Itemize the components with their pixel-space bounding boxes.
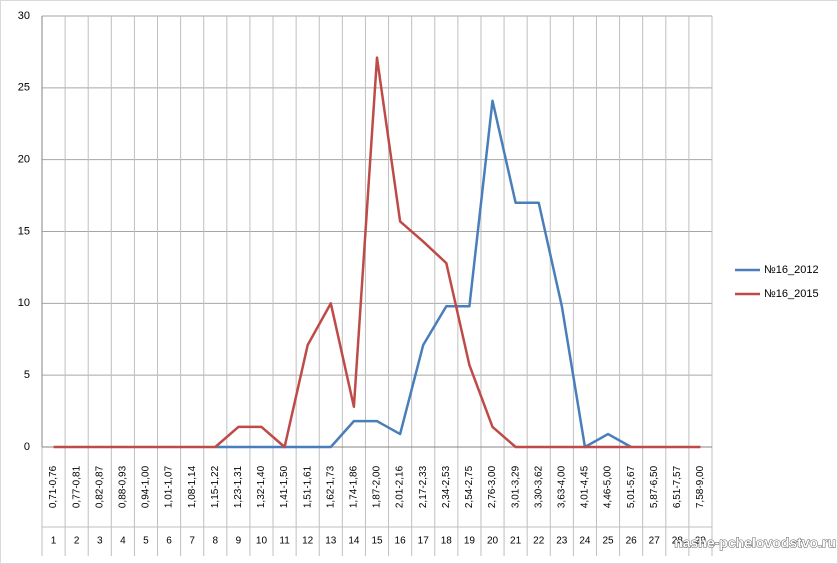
category-number: 9: [236, 536, 242, 547]
x-tick-label: 1,74-1,86: [349, 465, 360, 508]
y-tick-label: 30: [18, 10, 30, 22]
category-number: 2: [74, 536, 80, 547]
category-number: 27: [649, 536, 661, 547]
category-number: 18: [441, 536, 453, 547]
category-number: 20: [487, 536, 499, 547]
y-tick-label: 10: [18, 297, 30, 309]
x-tick-label: 2,76-3,00: [487, 465, 498, 508]
x-tick-label: 2,01-2,16: [395, 465, 406, 508]
y-tick-label: 20: [18, 154, 30, 166]
x-tick-label: 2,17-2,33: [418, 465, 429, 508]
x-tick-label: 3,30-3,62: [533, 465, 544, 508]
category-number: 21: [510, 536, 522, 547]
category-number: 1: [51, 536, 57, 547]
category-number: 6: [166, 536, 172, 547]
category-number: 14: [348, 536, 360, 547]
category-number: 8: [212, 536, 218, 547]
legend-label: №16_2012: [764, 264, 819, 276]
category-number: 4: [120, 536, 126, 547]
category-number: 22: [533, 536, 545, 547]
category-number: 10: [256, 536, 268, 547]
category-number: 26: [626, 536, 638, 547]
x-tick-label: 1,62-1,73: [325, 465, 336, 508]
x-tick-label: 0,94-1,00: [141, 465, 152, 508]
x-tick-label: 1,08-1,14: [187, 465, 198, 508]
category-number: 29: [695, 536, 707, 547]
y-tick-label: 25: [18, 82, 30, 94]
x-tick-label: 5,87-6,50: [649, 465, 660, 508]
x-tick-label: 3,01-3,29: [510, 465, 521, 508]
y-tick-label: 0: [24, 441, 30, 453]
category-number: 13: [325, 536, 337, 547]
x-tick-label: 2,54-2,75: [464, 465, 475, 508]
x-tick-label: 1,23-1,31: [233, 465, 244, 508]
x-tick-label: 5,01-5,67: [626, 465, 637, 508]
x-tick-label: 0,71-0,76: [48, 465, 59, 508]
category-number: 5: [143, 536, 149, 547]
category-number: 17: [418, 536, 430, 547]
category-number: 24: [579, 536, 591, 547]
x-tick-label: 6,51-7,57: [672, 465, 683, 508]
category-number: 19: [464, 536, 476, 547]
x-tick-label: 1,87-2,00: [372, 465, 383, 508]
x-tick-label: 0,77-0,81: [71, 465, 82, 508]
x-tick-label: 3,63-4,00: [556, 465, 567, 508]
category-number: 25: [602, 536, 614, 547]
category-number: 28: [672, 536, 684, 547]
y-tick-label: 15: [18, 225, 30, 237]
y-tick-label: 5: [24, 369, 30, 381]
x-tick-label: 1,01-1,07: [164, 465, 175, 508]
x-tick-label: 1,32-1,40: [256, 465, 267, 508]
legend-label: №16_2015: [764, 288, 819, 300]
category-number: 11: [279, 536, 290, 547]
category-number: 7: [189, 536, 195, 547]
category-number: 3: [97, 536, 103, 547]
x-tick-label: 4,01-4,45: [580, 465, 591, 508]
category-number: 12: [302, 536, 314, 547]
x-tick-label: 1,15-1,22: [210, 465, 221, 508]
watermark: nashe-pchelovodstvo.ru: [674, 535, 836, 551]
series-line: [53, 56, 701, 449]
x-tick-label: 1,51-1,61: [302, 465, 313, 508]
category-number: 16: [395, 536, 407, 547]
x-tick-label: 4,46-5,00: [603, 465, 614, 508]
x-tick-label: 0,88-0,93: [118, 465, 129, 508]
x-tick-label: 7,58-9,00: [695, 465, 706, 508]
x-tick-label: 0,82-0,87: [94, 465, 105, 508]
x-tick-label: 2,34-2,53: [441, 465, 452, 508]
category-number: 23: [556, 536, 568, 547]
category-number: 15: [371, 536, 383, 547]
x-tick-label: 1,41-1,50: [279, 465, 290, 508]
